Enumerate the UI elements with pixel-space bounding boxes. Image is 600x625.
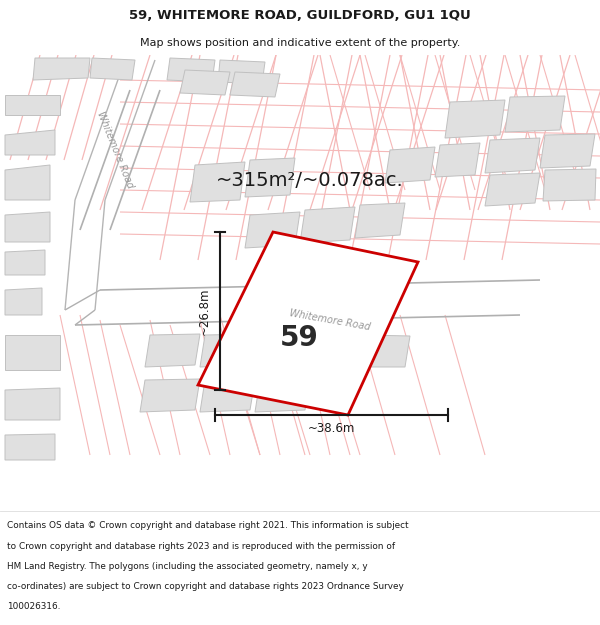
Polygon shape	[5, 95, 60, 115]
Polygon shape	[33, 58, 90, 80]
Text: HM Land Registry. The polygons (including the associated geometry, namely x, y: HM Land Registry. The polygons (includin…	[7, 562, 368, 571]
Polygon shape	[355, 203, 405, 238]
Polygon shape	[360, 335, 410, 367]
Text: ~38.6m: ~38.6m	[308, 422, 355, 436]
Polygon shape	[485, 173, 540, 206]
Polygon shape	[385, 147, 435, 183]
Polygon shape	[5, 165, 50, 200]
Text: ~26.8m: ~26.8m	[197, 288, 211, 335]
Polygon shape	[245, 158, 295, 197]
Text: 100026316.: 100026316.	[7, 602, 61, 611]
Text: 59: 59	[280, 324, 319, 352]
Polygon shape	[445, 100, 505, 138]
Polygon shape	[310, 335, 360, 367]
Polygon shape	[435, 143, 480, 177]
Text: Whitemore Road: Whitemore Road	[95, 110, 135, 190]
Polygon shape	[90, 58, 135, 80]
Polygon shape	[198, 232, 418, 415]
Polygon shape	[543, 169, 596, 201]
Polygon shape	[218, 60, 265, 84]
Text: Whitemore Road: Whitemore Road	[289, 308, 371, 332]
Text: Contains OS data © Crown copyright and database right 2021. This information is : Contains OS data © Crown copyright and d…	[7, 521, 409, 531]
Polygon shape	[5, 288, 42, 315]
Polygon shape	[540, 134, 595, 168]
Polygon shape	[180, 70, 230, 95]
Polygon shape	[145, 334, 200, 367]
Polygon shape	[167, 58, 215, 82]
Polygon shape	[255, 380, 310, 412]
Text: 59, WHITEMORE ROAD, GUILDFORD, GU1 1QU: 59, WHITEMORE ROAD, GUILDFORD, GU1 1QU	[129, 9, 471, 22]
Polygon shape	[230, 72, 280, 97]
Text: co-ordinates) are subject to Crown copyright and database rights 2023 Ordnance S: co-ordinates) are subject to Crown copyr…	[7, 582, 404, 591]
Polygon shape	[5, 335, 60, 370]
Text: to Crown copyright and database rights 2023 and is reproduced with the permissio: to Crown copyright and database rights 2…	[7, 542, 395, 551]
Polygon shape	[5, 388, 60, 420]
Polygon shape	[5, 250, 45, 275]
Polygon shape	[5, 212, 50, 242]
Text: Map shows position and indicative extent of the property.: Map shows position and indicative extent…	[140, 38, 460, 48]
Polygon shape	[5, 130, 55, 155]
Polygon shape	[200, 334, 255, 367]
Polygon shape	[200, 380, 255, 412]
Polygon shape	[5, 434, 55, 460]
Polygon shape	[140, 379, 200, 412]
Polygon shape	[245, 212, 300, 248]
Polygon shape	[300, 207, 355, 243]
Polygon shape	[485, 138, 540, 173]
Polygon shape	[505, 96, 565, 132]
Polygon shape	[190, 162, 245, 202]
Text: ~315m²/~0.078ac.: ~315m²/~0.078ac.	[216, 171, 404, 189]
Polygon shape	[255, 334, 310, 367]
